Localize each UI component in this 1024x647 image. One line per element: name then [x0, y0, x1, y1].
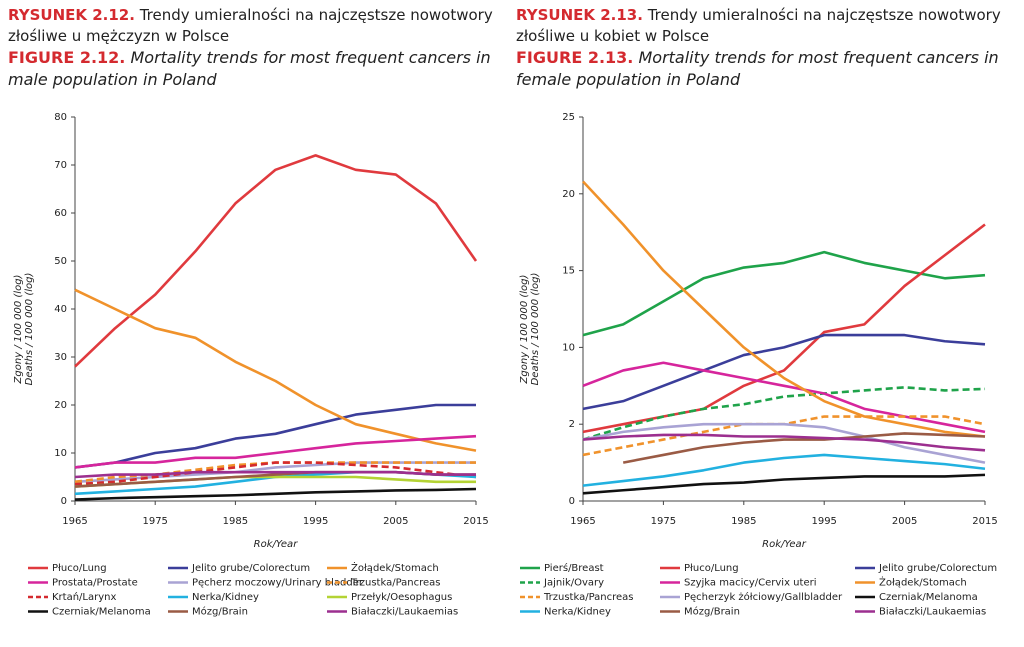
y-tick-label: 70 [54, 160, 67, 171]
series-line [622, 432, 986, 464]
legend-label: Płuco/Lung [52, 563, 107, 574]
x-axis-label: Rok/Year [762, 539, 807, 550]
y-tick-label: 50 [54, 256, 67, 267]
figure-label-en: FIGURE 2.12. [8, 48, 126, 67]
x-tick-label: 2005 [892, 516, 917, 527]
series-line [74, 470, 476, 479]
x-tick-label: 1975 [142, 516, 167, 527]
y-tick-label: 2 [569, 419, 575, 430]
x-tick-label: 2005 [383, 516, 408, 527]
series-line [582, 433, 986, 452]
x-tick-label: 1965 [570, 516, 595, 527]
series-line [74, 461, 477, 486]
figure-label: RYSUNEK 2.12. [8, 6, 135, 24]
series-line [582, 223, 986, 434]
series-line [74, 154, 478, 368]
legend-label: Prostata/Prostate [52, 578, 138, 589]
x-tick-label: 1995 [811, 516, 836, 527]
title-en: Mortality trends for most frequent cance… [8, 48, 491, 89]
y-tick-label: 30 [54, 352, 67, 363]
x-tick-label: 1995 [303, 516, 328, 527]
x-axis-label: Rok/Year [254, 539, 299, 550]
series-line [74, 434, 477, 469]
legend-label: Jelito grube/Colorectum [878, 563, 997, 574]
series-line [582, 453, 986, 487]
y-tick-label: 20 [54, 400, 67, 411]
y-tick-label: 40 [54, 304, 67, 315]
y-axis-label-en: Deaths / 100 000 (log) [530, 273, 541, 386]
series-line [582, 473, 986, 495]
legend-label: Czerniak/Melanoma [52, 607, 151, 618]
y-tick-label: 15 [562, 266, 575, 277]
y-tick-label: 0 [569, 496, 575, 507]
legend-label: Płuco/Lung [684, 563, 739, 574]
series-line [582, 180, 986, 438]
series-line [582, 386, 986, 441]
legend-label: Nerka/Kidney [544, 607, 611, 618]
y-axis-label: Zgony / 100 000 (log) [13, 275, 24, 385]
series-line [74, 403, 476, 469]
y-axis-label-en: Deaths / 100 000 (log) [24, 273, 35, 386]
title: Trendy umieralności na najczęstsze nowot… [8, 6, 493, 45]
legend-label: Przełyk/Oesophagus [351, 592, 452, 603]
figure-title: RYSUNEK 2.12. Trendy umieralności na naj… [8, 5, 498, 91]
legend-label: Białaczki/Laukaemias [351, 607, 458, 618]
x-tick-label: 1985 [223, 516, 248, 527]
legend-label: Jajnik/Ovary [543, 578, 604, 589]
y-tick-label: 80 [54, 112, 67, 123]
figure-title: RYSUNEK 2.13. Trendy umieralności na naj… [516, 5, 1006, 91]
legend-label: Mózg/Brain [192, 606, 248, 618]
title-en: Mortality trends for most frequent cance… [516, 48, 999, 89]
legend-label: Nerka/Kidney [192, 592, 259, 603]
legend-label: Krtań/Larynx [52, 591, 116, 603]
legend-label: Żołądek/Stomach [351, 561, 439, 574]
series-line [582, 422, 986, 464]
y-tick-label: 10 [562, 342, 575, 353]
y-tick-label: 20 [562, 189, 575, 200]
legend-label: Jelito grube/Colorectum [191, 563, 310, 574]
legend-label: Trzustka/Pancreas [543, 592, 634, 603]
y-tick-label: 0 [61, 496, 67, 507]
series-line [582, 361, 986, 434]
series-line [582, 250, 986, 337]
series-line [582, 333, 986, 411]
legend-label: Pęcherz moczowy/Urinary bladder [192, 578, 364, 589]
y-axis-label: Zgony / 100 000 (log) [519, 275, 530, 385]
y-tick-label: 60 [54, 208, 67, 219]
x-tick-label: 2015 [463, 516, 488, 527]
legend-label: Mózg/Brain [684, 606, 740, 618]
legend-label: Trzustka/Pancreas [350, 578, 441, 589]
series-line [74, 288, 477, 452]
y-tick-label: 10 [54, 448, 67, 459]
figure-label-en: FIGURE 2.13. [516, 48, 634, 67]
legend-label: Pęcherzyk żółciowy/Gallbladder [684, 591, 843, 603]
legend-label: Czerniak/Melanoma [879, 592, 978, 603]
x-tick-label: 2015 [972, 516, 997, 527]
legend-label: Pierś/Breast [544, 562, 604, 574]
series-line [74, 487, 477, 501]
x-tick-label: 1965 [62, 516, 87, 527]
x-tick-label: 1975 [651, 516, 676, 527]
legend-label: Szyjka macicy/Cervix uteri [684, 578, 817, 589]
title: Trendy umieralności na najczęstsze nowot… [516, 6, 1001, 45]
y-tick-label: 25 [562, 112, 575, 123]
legend-label: Białaczki/Laukaemias [879, 607, 986, 618]
figure-label: RYSUNEK 2.13. [516, 6, 643, 24]
legend-label: Żołądek/Stomach [879, 576, 967, 589]
x-tick-label: 1985 [731, 516, 756, 527]
